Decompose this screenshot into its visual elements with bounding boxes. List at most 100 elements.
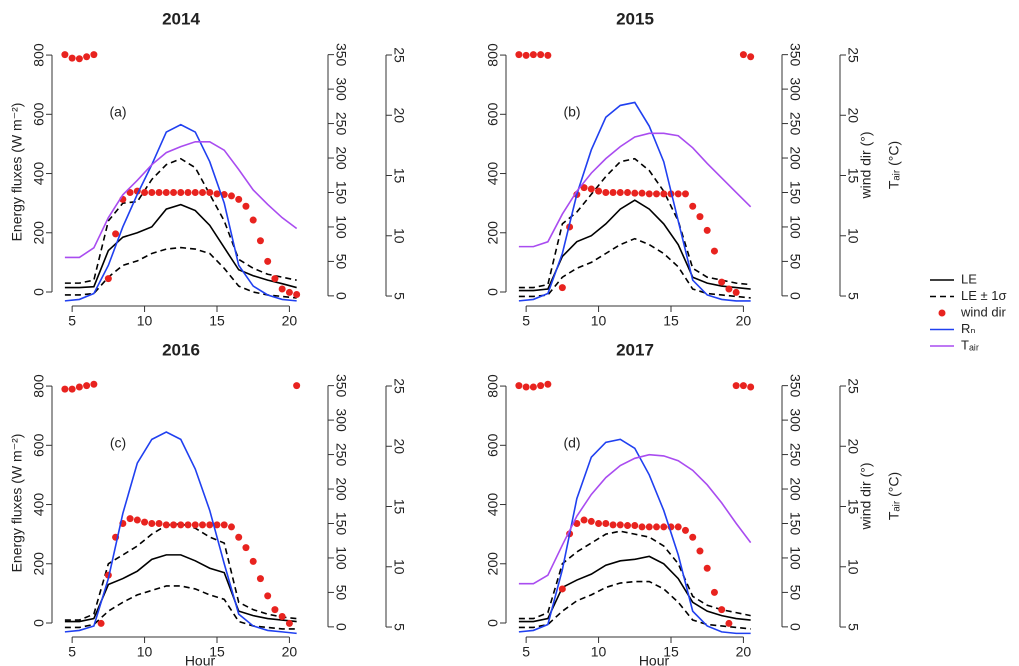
- wind-dot: [515, 382, 523, 390]
- y2-tick-label: 50: [787, 585, 803, 601]
- wind-dot: [732, 288, 740, 296]
- wind-dot: [227, 523, 235, 531]
- wind-dot: [609, 188, 617, 196]
- wind-dot: [703, 564, 711, 572]
- y3-tick-label: 5: [391, 623, 407, 631]
- y3-tick-label: 10: [391, 228, 407, 244]
- x-tick-label: 5: [522, 313, 530, 329]
- wind-dot: [689, 202, 697, 210]
- wind-dot: [177, 188, 185, 196]
- y3-tick-label: 5: [391, 292, 407, 300]
- y3-tick-label: 5: [845, 623, 861, 631]
- wind-dot: [645, 190, 653, 198]
- series-line: [64, 203, 297, 289]
- y2-tick-label: 50: [787, 254, 803, 270]
- x-tick-label: 10: [591, 644, 607, 660]
- wind-dot: [271, 606, 279, 614]
- legend-label: LE: [961, 271, 977, 286]
- y3-tick-label: 25: [391, 378, 407, 394]
- y2-tick-label: 200: [333, 477, 349, 501]
- y2-tick-label: 150: [333, 512, 349, 536]
- wind-dot: [256, 575, 264, 583]
- y2-tick-label: 200: [333, 146, 349, 170]
- wind-dot: [587, 517, 595, 525]
- wind-dot: [104, 275, 112, 283]
- x-tick-label: 5: [522, 644, 530, 660]
- x-tick-label: 10: [137, 313, 153, 329]
- wind-dot: [573, 519, 581, 527]
- wind-dot: [624, 188, 632, 196]
- wind-dot: [177, 521, 185, 529]
- wind-dot: [90, 380, 98, 388]
- wind-dot: [537, 51, 545, 59]
- wind-dot: [544, 380, 552, 388]
- wind-dot: [725, 285, 733, 293]
- wind-dot: [681, 190, 689, 198]
- panel-title: 2016: [162, 340, 200, 359]
- y3-tick-label: 20: [391, 438, 407, 454]
- x-tick-label: 20: [282, 644, 298, 660]
- y2-tick-label: 300: [787, 77, 803, 101]
- panel: 2017 (d) 5 10 15 20 Hour 0 200 400 600 800 0 50 100 150…: [485, 340, 902, 666]
- wind-dot: [595, 519, 603, 527]
- wind-dot: [696, 213, 704, 221]
- series-line: [518, 132, 752, 248]
- wind-dot: [68, 385, 76, 393]
- wind-dot: [522, 51, 530, 59]
- series-line: [518, 555, 751, 623]
- y3-tick-label: 10: [845, 559, 861, 575]
- panel: 2015(b)5 10 15 2002004006008000501001502002…: [485, 9, 902, 328]
- series-line: [64, 157, 297, 284]
- wind-dot: [631, 522, 639, 530]
- wind-dot: [616, 521, 624, 529]
- wind-dot: [653, 523, 661, 531]
- y-tick-label: 200: [31, 221, 47, 245]
- y2-tick-label: 0: [333, 623, 349, 631]
- panel: 2014(a)5 10 15 2002004006008000501001502002…: [9, 9, 408, 328]
- y-axis-label: Energy fluxes (W m⁻²): [9, 434, 25, 573]
- wind-dot: [68, 54, 76, 62]
- y-tick-label: 200: [31, 552, 47, 576]
- legend-label: Tₐᵢᵣ: [961, 337, 979, 352]
- y3-tick-label: 25: [845, 47, 861, 63]
- wind-dot: [90, 51, 98, 59]
- y2-tick-label: 250: [333, 443, 349, 467]
- y2-axis-label: wind dir (°): [858, 131, 874, 199]
- wind-dot: [278, 613, 286, 621]
- y3-tick-label: 10: [845, 228, 861, 244]
- y-tick-label: 800: [31, 43, 47, 67]
- wind-dot: [112, 230, 120, 238]
- wind-dot: [747, 383, 755, 391]
- y3-tick-label: 15: [391, 499, 407, 515]
- wind-dot: [537, 382, 545, 390]
- wind-dot: [522, 383, 530, 391]
- series-line: [64, 585, 297, 630]
- y2-tick-label: 100: [333, 215, 349, 239]
- y-tick-label: 0: [31, 619, 47, 627]
- y2-tick-label: 0: [787, 292, 803, 300]
- wind-dot: [732, 382, 740, 390]
- wind-dot: [83, 382, 91, 390]
- wind-dot: [660, 523, 668, 531]
- panel: 2016 (c) 5 10 15 20 Hour 0 200 400 600 800 0 50 100 150…: [9, 340, 408, 666]
- wind-dot: [148, 188, 156, 196]
- y-tick-label: 0: [485, 619, 501, 627]
- series-line: [518, 438, 751, 635]
- wind-dot: [264, 257, 272, 265]
- wind-dot: [558, 585, 566, 593]
- x-axis-label: Hour: [185, 653, 216, 666]
- wind-dot: [645, 523, 653, 531]
- x-tick-label: 20: [282, 313, 298, 329]
- y3-tick-label: 25: [391, 47, 407, 63]
- y2-tick-label: 200: [787, 146, 803, 170]
- y3-tick-label: 25: [845, 378, 861, 394]
- wind-dot: [725, 619, 733, 627]
- wind-dot: [249, 216, 257, 224]
- wind-dot: [638, 189, 646, 197]
- wind-dot: [83, 53, 91, 61]
- wind-dot: [213, 190, 221, 198]
- wind-dot: [515, 51, 523, 59]
